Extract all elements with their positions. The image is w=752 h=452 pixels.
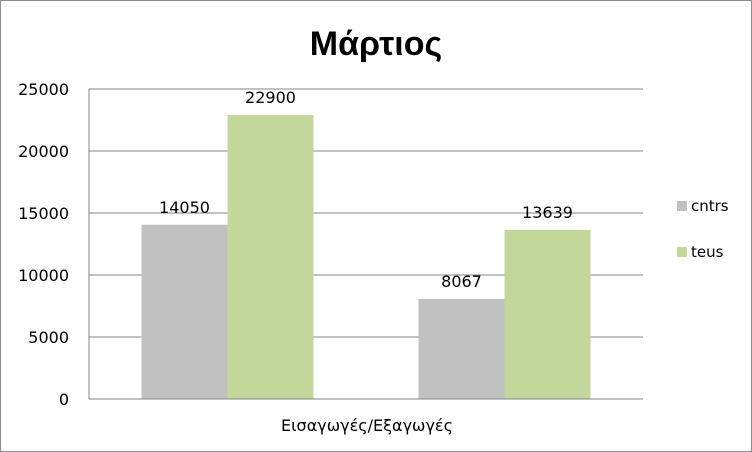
y-tick-label: 15000: [18, 204, 69, 223]
bar-teus: [504, 229, 591, 399]
bar-teus: [227, 115, 314, 399]
legend-swatch-cntrs: [677, 201, 687, 211]
x-axis-label: Εισαγωγές/Εξαγωγές: [281, 416, 453, 435]
data-label-teus: 13639: [522, 203, 573, 222]
y-tick-label: 20000: [18, 142, 69, 161]
y-axis-ticks: 0 5000 10000 15000 20000 25000: [18, 80, 69, 409]
bar-cntrs: [418, 298, 505, 399]
y-tick-label: 5000: [28, 328, 69, 347]
data-labels: 14050 22900 8067 13639: [159, 88, 573, 291]
data-label-cntrs: 14050: [159, 198, 210, 217]
data-label-teus: 22900: [245, 88, 296, 107]
y-tick-label: 10000: [18, 266, 69, 285]
chart-title: Μάρτιος: [310, 25, 442, 63]
legend-label-cntrs: cntrs: [691, 197, 729, 215]
legend-swatch-teus: [677, 247, 687, 257]
bar-cntrs: [141, 224, 228, 399]
y-tick-label: 0: [59, 390, 69, 409]
bars: [141, 115, 591, 399]
y-tick-label: 25000: [18, 80, 69, 99]
legend-label-teus: teus: [691, 243, 724, 261]
data-label-cntrs: 8067: [441, 272, 482, 291]
legend: cntrs teus: [677, 197, 729, 261]
